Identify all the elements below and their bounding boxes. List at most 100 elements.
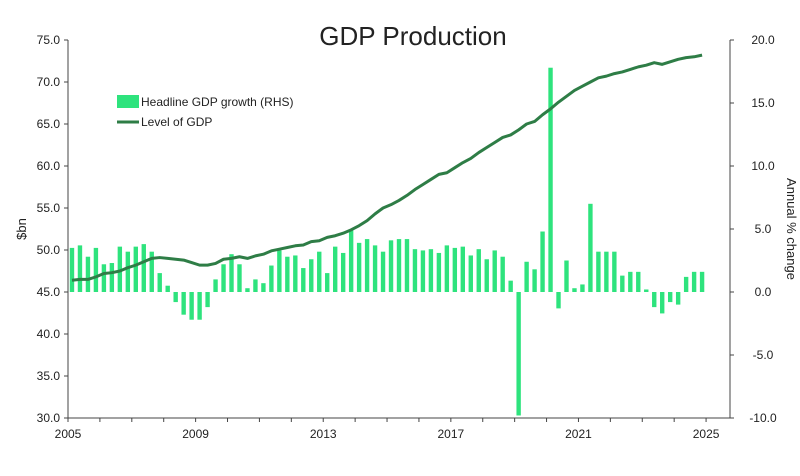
growth-bar: [428, 249, 434, 292]
x-tick-label: 2005: [55, 427, 82, 441]
left-tick-label: 70.0: [37, 75, 61, 89]
growth-bar: [269, 265, 274, 292]
right-y-ticks: -10.0 -5.0 0.0 5.0 10.0 15.0 20.0: [730, 33, 777, 425]
x-tick-label: 2013: [310, 427, 337, 441]
growth-bar: [548, 67, 553, 292]
right-axis-label: Annual % change: [784, 178, 799, 280]
growth-bar: [101, 264, 107, 292]
legend-bar-swatch: [117, 95, 139, 108]
growth-bar: [125, 251, 131, 292]
growth-bar: [644, 289, 649, 292]
left-tick-label: 35.0: [37, 369, 61, 383]
growth-bar: [189, 292, 194, 320]
growth-bar: [580, 284, 585, 292]
growth-bar: [460, 246, 465, 292]
growth-bar: [524, 261, 529, 292]
x-ticks: 2005 2009 2013 2017 2021 2025: [55, 418, 720, 441]
growth-bar: [620, 275, 625, 292]
growth-bar: [372, 245, 378, 292]
growth-bar: [572, 288, 577, 292]
left-axis-label: $bn: [14, 218, 29, 240]
right-tick-label: 20.0: [751, 33, 775, 47]
growth-bar: [301, 268, 306, 292]
left-tick-label: 40.0: [37, 327, 61, 341]
growth-bar: [628, 271, 633, 292]
growth-bar: [420, 250, 426, 292]
growth-bar: [173, 292, 178, 303]
growth-bar: [683, 276, 689, 292]
growth-bar: [636, 271, 641, 292]
growth-bar: [293, 255, 298, 292]
growth-bar: [229, 254, 234, 292]
growth-bar: [699, 271, 705, 292]
growth-bar: [436, 252, 442, 292]
growth-bar: [556, 292, 561, 309]
growth-bar: [404, 239, 410, 292]
chart-title: GDP Production: [319, 21, 506, 51]
growth-bar: [348, 230, 354, 292]
left-tick-label: 45.0: [37, 285, 61, 299]
growth-bar: [117, 246, 123, 292]
gdp-level-line: [71, 53, 703, 282]
growth-bar: [165, 285, 170, 292]
right-tick-label: 15.0: [751, 96, 775, 110]
left-tick-label: 65.0: [37, 117, 61, 131]
growth-bar: [612, 251, 617, 292]
x-tick-label: 2025: [693, 427, 720, 441]
growth-bar: [476, 249, 481, 292]
growth-bar: [205, 292, 210, 308]
growth-bar: [492, 250, 497, 292]
x-tick-label: 2021: [565, 427, 592, 441]
growth-bar: [652, 292, 657, 308]
growth-bar: [309, 259, 314, 292]
left-tick-label: 55.0: [37, 201, 61, 215]
growth-bar: [452, 247, 458, 292]
growth-bar: [484, 259, 489, 292]
growth-bar: [237, 264, 242, 292]
growth-bar: [317, 251, 322, 292]
growth-bar: [85, 256, 91, 292]
growth-bar: [596, 251, 601, 292]
growth-bar: [109, 263, 115, 292]
legend: Headline GDP growth (RHS) Level of GDP: [117, 95, 294, 129]
growth-bar: [93, 247, 99, 292]
growth-bar: [133, 246, 138, 292]
x-tick-label: 2017: [437, 427, 464, 441]
growth-bar: [675, 292, 681, 305]
growth-bar: [380, 251, 386, 292]
right-tick-label: 0.0: [755, 285, 772, 299]
growth-bar: [588, 203, 593, 292]
growth-bar: [364, 239, 370, 292]
left-tick-label: 60.0: [37, 159, 61, 173]
x-tick-label: 2009: [182, 427, 209, 441]
growth-bar: [396, 239, 402, 292]
left-tick-label: 75.0: [37, 33, 61, 47]
left-tick-label: 50.0: [37, 243, 61, 257]
growth-bars: [69, 67, 705, 416]
growth-bar: [468, 255, 473, 292]
growth-bar: [261, 283, 266, 292]
growth-bar: [340, 252, 346, 292]
left-y-ticks: 30.0 35.0 40.0 45.0 50.0 55.0 60.0 65.0 70.0 75.0: [37, 33, 68, 425]
growth-bar: [221, 264, 226, 292]
growth-bar: [660, 292, 665, 314]
right-tick-label: -10.0: [749, 411, 777, 425]
growth-bar: [69, 247, 75, 292]
right-tick-label: -5.0: [753, 348, 774, 362]
left-tick-label: 30.0: [37, 411, 61, 425]
growth-bar: [213, 279, 218, 292]
growth-bar: [691, 271, 697, 292]
growth-bar: [325, 273, 330, 292]
growth-bar: [388, 240, 394, 292]
growth-bar: [77, 245, 83, 292]
growth-bar: [149, 251, 154, 292]
growth-bar: [444, 245, 450, 292]
growth-bar: [253, 279, 258, 292]
right-tick-label: 10.0: [751, 159, 775, 173]
growth-bar: [516, 292, 521, 416]
growth-bar: [141, 244, 146, 292]
growth-bar: [333, 246, 338, 292]
legend-line-label: Level of GDP: [141, 115, 212, 129]
